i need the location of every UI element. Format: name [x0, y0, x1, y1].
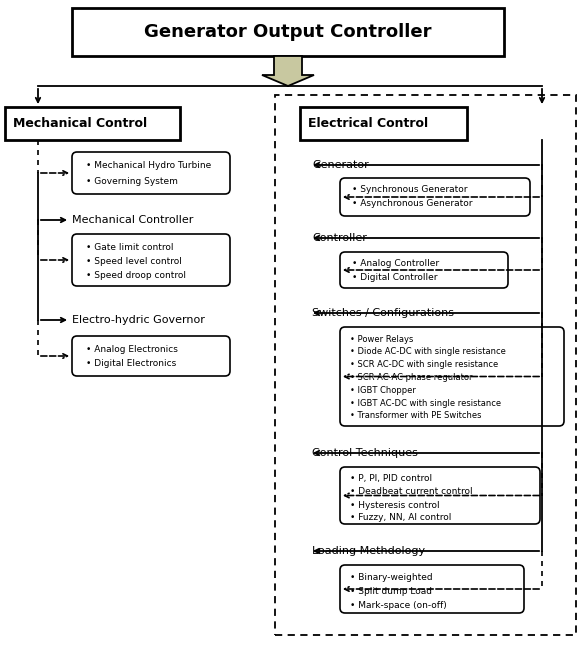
- FancyBboxPatch shape: [340, 565, 524, 613]
- Text: • Mechanical Hydro Turbine: • Mechanical Hydro Turbine: [86, 161, 211, 170]
- Text: • Analog Controller: • Analog Controller: [352, 259, 439, 268]
- Text: Electrical Control: Electrical Control: [308, 117, 428, 130]
- Text: Controller: Controller: [312, 233, 367, 243]
- Text: Switches / Configurations: Switches / Configurations: [312, 308, 454, 318]
- FancyBboxPatch shape: [340, 467, 540, 524]
- Text: • Transformer with PE Switches: • Transformer with PE Switches: [350, 412, 482, 421]
- Text: • IGBT AC-DC with single resistance: • IGBT AC-DC with single resistance: [350, 399, 501, 408]
- FancyBboxPatch shape: [72, 336, 230, 376]
- Text: Generator Output Controller: Generator Output Controller: [144, 23, 432, 41]
- Text: Mechanical Controller: Mechanical Controller: [72, 215, 193, 225]
- Text: • Speed level control: • Speed level control: [86, 257, 182, 266]
- Text: • Split dump Load: • Split dump Load: [350, 586, 432, 595]
- Text: • Gate limit control: • Gate limit control: [86, 243, 174, 252]
- FancyBboxPatch shape: [72, 152, 230, 194]
- FancyBboxPatch shape: [340, 327, 564, 426]
- FancyBboxPatch shape: [72, 234, 230, 286]
- Text: • Fuzzy, NN, AI control: • Fuzzy, NN, AI control: [350, 513, 452, 522]
- Text: • Mark-space (on-off): • Mark-space (on-off): [350, 600, 447, 610]
- Text: • Diode AC-DC with single resistance: • Diode AC-DC with single resistance: [350, 347, 506, 356]
- Bar: [5, 107, 180, 140]
- Text: • Governing System: • Governing System: [86, 177, 178, 186]
- Bar: [72, 8, 504, 56]
- Bar: [300, 107, 467, 140]
- Polygon shape: [262, 56, 314, 86]
- Text: • Hysteresis control: • Hysteresis control: [350, 501, 439, 510]
- Text: • Synchronous Generator: • Synchronous Generator: [352, 186, 467, 195]
- Text: • Analog Electronics: • Analog Electronics: [86, 344, 178, 353]
- Text: • Asynchronous Generator: • Asynchronous Generator: [352, 199, 472, 208]
- Text: • Digital Electronics: • Digital Electronics: [86, 359, 176, 368]
- Text: • Digital Controller: • Digital Controller: [352, 273, 438, 283]
- Text: • Power Relays: • Power Relays: [350, 335, 413, 344]
- Text: • Deadbeat current control: • Deadbeat current control: [350, 488, 472, 497]
- FancyBboxPatch shape: [340, 252, 508, 288]
- Bar: [275, 95, 576, 635]
- Text: • Binary-weighted: • Binary-weighted: [350, 573, 433, 582]
- FancyBboxPatch shape: [340, 178, 530, 216]
- Text: • P, PI, PID control: • P, PI, PID control: [350, 475, 432, 484]
- Text: Electro-hydric Governor: Electro-hydric Governor: [72, 315, 205, 325]
- Text: • IGBT Chopper: • IGBT Chopper: [350, 386, 416, 395]
- Text: Control Techniques: Control Techniques: [312, 448, 418, 458]
- Text: • SCR AC-AC phase regulator: • SCR AC-AC phase regulator: [350, 373, 472, 382]
- Text: • SCR AC-DC with single resistance: • SCR AC-DC with single resistance: [350, 360, 499, 369]
- Text: Mechanical Control: Mechanical Control: [13, 117, 147, 130]
- Text: Generator: Generator: [312, 160, 369, 170]
- Text: Loading Methdology: Loading Methdology: [312, 546, 425, 556]
- Text: • Speed droop control: • Speed droop control: [86, 270, 186, 279]
